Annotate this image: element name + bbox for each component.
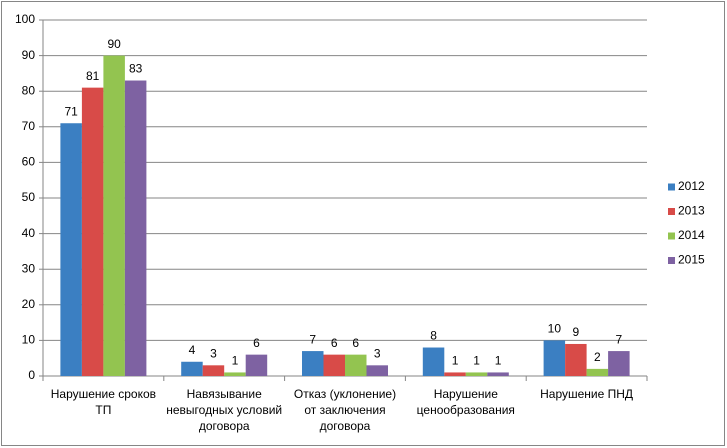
value-label: 71 (64, 104, 78, 118)
y-tick-label: 0 (28, 368, 35, 382)
bar (345, 354, 367, 376)
value-label: 1 (495, 354, 502, 368)
value-label: 6 (352, 336, 359, 350)
value-label: 1 (473, 354, 480, 368)
x-tick-label: Нарушение ценообразования (416, 387, 515, 417)
bar (103, 55, 125, 376)
x-tick-label: Навязывание невыгодных условий договора (166, 387, 283, 433)
bar (465, 372, 488, 376)
bar (487, 372, 509, 376)
value-label: 7 (616, 332, 623, 346)
legend-label: 2014 (678, 228, 705, 242)
value-label: 9 (573, 325, 580, 339)
bar (81, 87, 104, 376)
bar (181, 361, 203, 376)
bar (60, 123, 82, 377)
y-tick-label: 100 (15, 12, 35, 26)
legend-label: 2012 (678, 179, 705, 193)
legend-label: 2013 (678, 204, 705, 218)
bar (422, 347, 445, 376)
legend-swatch (668, 208, 675, 215)
legend-swatch (668, 183, 675, 191)
value-label: 3 (210, 346, 217, 360)
value-label: 81 (86, 69, 100, 83)
bar (124, 80, 147, 377)
y-tick-label: 50 (22, 190, 36, 204)
y-tick-label: 40 (22, 226, 36, 240)
value-label: 2 (594, 350, 601, 364)
bar (366, 365, 388, 376)
y-tick-label: 80 (22, 83, 36, 97)
y-tick-label: 90 (22, 48, 36, 62)
bar (586, 368, 609, 376)
value-label: 7 (309, 332, 316, 346)
bar (202, 365, 225, 376)
value-label: 6 (253, 336, 260, 350)
value-label: 10 (548, 322, 562, 336)
legend-swatch (668, 257, 675, 264)
value-label: 8 (430, 329, 437, 343)
bar (608, 351, 630, 376)
value-label: 90 (107, 37, 121, 51)
y-tick-label: 70 (22, 119, 36, 133)
bar (565, 343, 587, 376)
bar (302, 351, 324, 376)
value-label: 1 (232, 354, 239, 368)
value-label: 6 (331, 336, 338, 350)
bar (444, 372, 466, 376)
x-tick-label: Нарушение сроков ТП (50, 387, 157, 417)
x-tick-label: Отказ (уклонение) от заключения договора (293, 387, 397, 433)
legend-label: 2015 (678, 253, 705, 267)
value-label: 1 (452, 354, 459, 368)
bar (245, 354, 268, 376)
y-tick-label: 60 (22, 155, 36, 169)
value-label: 83 (129, 62, 143, 76)
y-tick-label: 10 (22, 333, 36, 347)
x-tick-label: Нарушение ПНД (540, 387, 634, 401)
y-tick-label: 30 (22, 261, 36, 275)
value-label: 4 (189, 343, 196, 357)
bar (543, 340, 566, 376)
legend-swatch (668, 232, 675, 240)
y-tick-label: 20 (22, 297, 36, 311)
bar (224, 372, 246, 376)
bar (323, 354, 345, 376)
value-label: 3 (374, 346, 381, 360)
